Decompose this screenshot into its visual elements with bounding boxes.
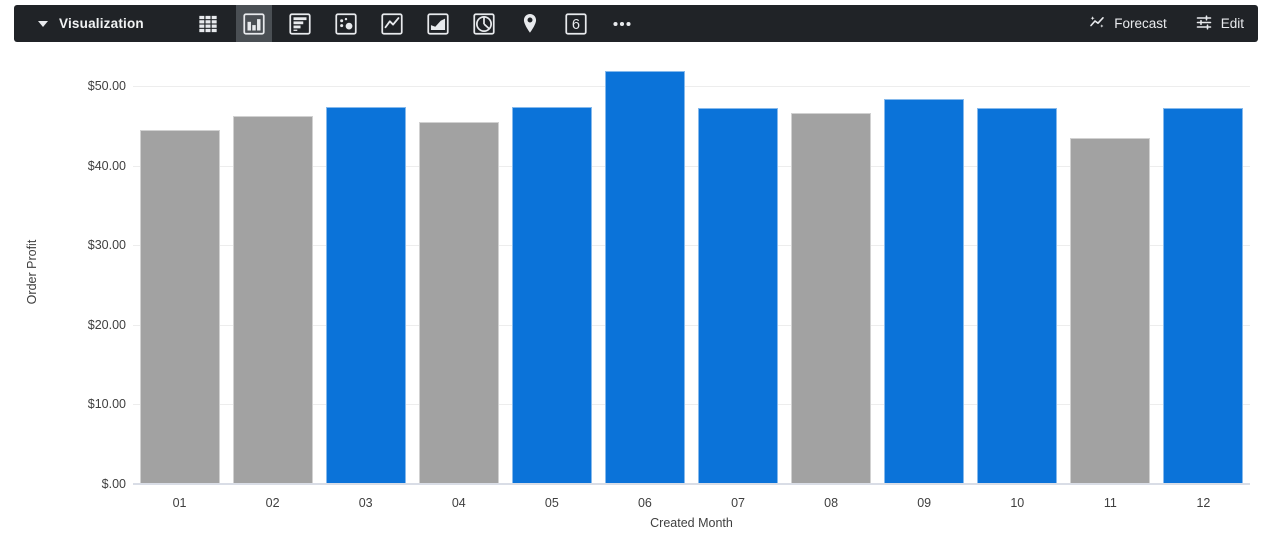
- forecast-button-label: Forecast: [1114, 16, 1167, 31]
- y-tick-label: $10.00: [87, 397, 126, 412]
- chart-type-table-icon[interactable]: [190, 5, 226, 42]
- x-tick-label: 03: [358, 496, 373, 510]
- x-tick-label: 07: [731, 496, 745, 510]
- x-tick-label: 11: [1103, 496, 1117, 510]
- gridline: [133, 85, 1250, 87]
- x-tick-label: 05: [544, 496, 559, 510]
- chevron-down-icon: [38, 20, 48, 27]
- y-tick-label: $50.00: [87, 78, 126, 93]
- chart-type-single-value-icon[interactable]: 6: [558, 5, 594, 42]
- bar-month-11[interactable]: [1070, 137, 1150, 484]
- chart-type-scatter-icon[interactable]: [328, 5, 364, 42]
- x-tick-label: 09: [917, 496, 932, 510]
- visualization-dropdown[interactable]: Visualization: [14, 5, 144, 42]
- chart-type-map-icon[interactable]: [512, 5, 548, 42]
- x-tick-label: 01: [172, 496, 187, 510]
- x-tick-label: 02: [265, 496, 280, 510]
- gridline: [133, 165, 1250, 167]
- y-tick-label: $40.00: [87, 158, 126, 173]
- bar-month-08[interactable]: [791, 112, 871, 484]
- visualization-dropdown-label: Visualization: [59, 16, 144, 31]
- chart-type-more-icon[interactable]: [604, 5, 640, 42]
- bar-month-05[interactable]: [512, 106, 592, 484]
- chart-area: Order Profit Created Month $.00 $10.00 $20…: [0, 42, 1272, 560]
- y-tick-label: $.00: [101, 477, 126, 491]
- chart-type-column-icon[interactable]: [236, 5, 272, 42]
- chart-type-pie-icon[interactable]: [466, 5, 502, 42]
- gridline: [133, 404, 1250, 406]
- tune-sliders-icon: [1195, 13, 1213, 34]
- forecast-sparkle-icon: [1088, 13, 1106, 34]
- chart-type-area-icon[interactable]: [420, 5, 456, 42]
- edit-button-label: Edit: [1220, 16, 1244, 31]
- visualization-toolbar: Visualization 6 Forecast: [14, 5, 1258, 42]
- y-tick-label: $30.00: [87, 238, 126, 253]
- bar-month-07[interactable]: [698, 108, 778, 484]
- chart-type-row: 6: [190, 5, 640, 42]
- gridline: [133, 245, 1250, 247]
- svg-text:6: 6: [572, 17, 580, 33]
- bar-month-09[interactable]: [884, 98, 964, 484]
- x-tick-label: 08: [824, 496, 839, 510]
- chart-type-bar-icon[interactable]: [282, 5, 318, 42]
- edit-button[interactable]: Edit: [1195, 13, 1244, 34]
- gridline: [133, 324, 1250, 326]
- x-tick-label: 12: [1196, 496, 1211, 510]
- x-tick-label: 10: [1010, 496, 1025, 510]
- chart-type-line-icon[interactable]: [374, 5, 410, 42]
- bar-month-04[interactable]: [419, 121, 499, 484]
- x-tick-label: 06: [637, 496, 652, 510]
- toolbar-right-actions: Forecast Edit: [1088, 5, 1244, 42]
- bar-month-06[interactable]: [605, 70, 685, 484]
- x-tick-label: 04: [451, 496, 466, 510]
- bar-month-12[interactable]: [1163, 108, 1243, 484]
- x-axis-title: Created Month: [650, 516, 733, 530]
- x-axis-line: [133, 483, 1250, 485]
- y-tick-label: $20.00: [87, 317, 126, 332]
- bar-month-01[interactable]: [140, 130, 220, 484]
- forecast-button[interactable]: Forecast: [1088, 13, 1167, 34]
- bar-month-03[interactable]: [326, 106, 406, 484]
- bar-month-02[interactable]: [233, 116, 313, 484]
- bar-month-10[interactable]: [977, 108, 1057, 484]
